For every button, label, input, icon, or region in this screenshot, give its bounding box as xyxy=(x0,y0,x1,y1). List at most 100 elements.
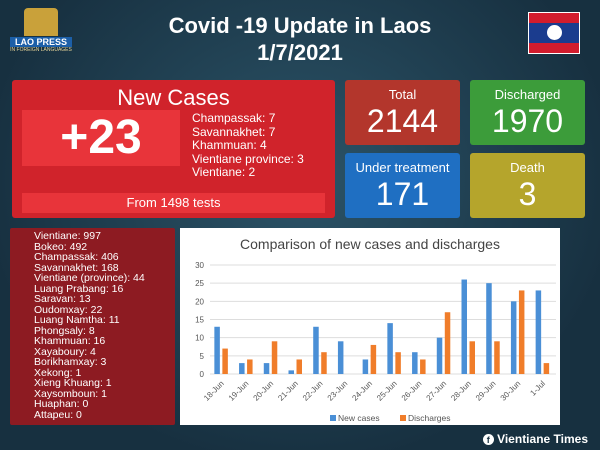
y-tick-label: 10 xyxy=(195,334,204,343)
province-item: Xayaboury: 4 xyxy=(34,345,96,358)
bar-new-cases xyxy=(486,283,492,374)
bar-new-cases xyxy=(535,290,542,374)
bar-new-cases xyxy=(412,352,418,374)
x-tick-label: 29-Jun xyxy=(474,379,498,403)
chart-panel: Comparison of new cases and discharges 0… xyxy=(180,228,560,425)
y-tick-label: 20 xyxy=(195,297,204,306)
breakdown-item: Vientiane province: 3 xyxy=(192,151,304,166)
bar-discharges xyxy=(395,352,401,374)
stat-label: Death xyxy=(510,160,545,175)
breakdown-item: Champassak: 7 xyxy=(192,111,276,125)
y-tick-label: 30 xyxy=(195,261,204,270)
bar-new-cases xyxy=(313,326,319,374)
page-title: Covid -19 Update in Laos 1/7/2021 xyxy=(100,12,500,66)
chart-title: Comparison of new cases and discharges xyxy=(240,236,500,252)
stat-label: Under treatment xyxy=(355,160,450,175)
province-item: Attapeu: 0 xyxy=(34,408,82,421)
legend-label: Discharges xyxy=(408,413,451,423)
bar-new-cases xyxy=(288,370,294,374)
new-cases-breakdown: Champassak: 7 Savannakhet: 7 Khammuan: 4… xyxy=(192,111,304,180)
breakdown-item: Savannakhet: 7 xyxy=(192,124,276,139)
bar-new-cases xyxy=(239,363,245,374)
x-tick-label: 30-Jun xyxy=(499,379,523,403)
stat-value: 3 xyxy=(518,176,537,212)
province-list: Vientiane: 997 Bokeo: 492 Champassak: 406 S… xyxy=(10,228,175,425)
province-item: Borikhamxay: 3 xyxy=(34,356,107,368)
legend-swatch xyxy=(400,415,406,421)
x-tick-label: 20-Jun xyxy=(252,379,276,403)
facebook-icon: f xyxy=(482,434,494,445)
bar-chart: 0 5 10 15 20 25 30 18-Jun 19-Jun 20-Jun 21-Jun 22-J… xyxy=(195,261,556,423)
bar-new-cases xyxy=(362,359,369,374)
new-cases-heading: New Cases xyxy=(117,85,230,110)
new-cases-value: +23 xyxy=(22,110,180,166)
stat-value: 171 xyxy=(375,176,430,212)
province-item: Oudomxay: 22 xyxy=(34,303,103,316)
x-tick-label: 22-Jun xyxy=(301,379,325,403)
province-item: Bokeo: 492 xyxy=(34,240,88,253)
x-tick-label: 18-Jun xyxy=(202,379,226,403)
province-item: Huaphan: 0 xyxy=(34,398,89,410)
laos-flag-icon xyxy=(528,12,580,54)
discharged-card: Discharged 1970 xyxy=(470,80,585,145)
bar-discharges xyxy=(247,359,253,374)
province-item: Luang Namtha: 11 xyxy=(34,314,120,326)
bar-discharges xyxy=(420,359,426,374)
x-tick-label: 23-Jun xyxy=(326,379,350,403)
province-item: Savannakhet: 168 xyxy=(34,261,119,274)
tests-count: From 1498 tests xyxy=(22,193,325,213)
bar-new-cases xyxy=(436,337,443,374)
x-tick-label: 24-Jun xyxy=(350,379,374,403)
province-item: Khammuan: 16 xyxy=(34,335,106,347)
bar-new-cases xyxy=(510,301,517,374)
title-text: Covid -19 Update in Laos xyxy=(168,13,432,38)
x-tick-label: 26-Jun xyxy=(400,379,424,403)
province-item: Saravan: 13 xyxy=(34,293,91,305)
province-item: Phongsaly: 8 xyxy=(34,324,95,337)
bar-discharges xyxy=(370,344,377,374)
province-item: Luang Prabang: 16 xyxy=(34,282,124,295)
book-icon xyxy=(24,8,58,36)
stat-value: 2144 xyxy=(366,103,439,139)
x-tick-label: 27-Jun xyxy=(425,379,449,403)
bar-new-cases xyxy=(337,341,344,374)
bar-discharges xyxy=(296,359,302,374)
breakdown-item: Vientiane: 2 xyxy=(192,165,256,179)
legend-swatch xyxy=(330,415,336,421)
bar-new-cases xyxy=(387,323,393,374)
death-card: Death 3 xyxy=(470,153,585,218)
x-tick-label: 25-Jun xyxy=(375,379,399,403)
province-item: Vientiane: 997 xyxy=(34,230,101,242)
total-card: Total 2144 xyxy=(345,80,460,145)
y-tick-label: 5 xyxy=(200,352,205,361)
province-item: Xaysomboun: 1 xyxy=(34,387,107,400)
bar-discharges xyxy=(271,341,278,374)
province-item: Xekong: 1 xyxy=(34,366,82,379)
bar-discharges xyxy=(494,341,500,374)
bar-discharges xyxy=(543,363,550,374)
breakdown-item: Khammuan: 4 xyxy=(192,138,267,152)
bar-discharges xyxy=(518,290,525,374)
province-item: Xieng Khuang: 1 xyxy=(34,377,112,389)
x-tick-label: 21-Jun xyxy=(276,379,300,403)
x-tick-label: 1-Jul xyxy=(528,379,547,398)
date-text: 1/7/2021 xyxy=(257,40,343,65)
bar-discharges xyxy=(321,352,327,374)
province-item: Vientiane (province): 44 xyxy=(34,272,145,284)
x-tick-label: 19-Jun xyxy=(227,379,251,403)
lao-press-logo: LAO PRESS IN FOREIGN LANGUAGES xyxy=(10,8,72,64)
footer-source: f Vientiane Times xyxy=(482,432,588,446)
bar-new-cases xyxy=(263,363,270,374)
x-tick-label: 28-Jun xyxy=(449,379,473,403)
logo-text: LAO PRESS xyxy=(10,37,72,47)
province-item: Champassak: 406 xyxy=(34,251,119,263)
logo-subtext: IN FOREIGN LANGUAGES xyxy=(10,47,72,53)
bar-new-cases xyxy=(461,279,467,374)
y-tick-label: 25 xyxy=(195,279,204,288)
under-treatment-card: Under treatment 171 xyxy=(345,153,460,218)
stat-label: Discharged xyxy=(494,87,561,102)
source-text: Vientiane Times xyxy=(497,432,588,446)
stat-label: Total xyxy=(388,87,417,102)
new-cases-panel: New Cases +23 Champassak: 7 Savannakhet:… xyxy=(12,80,335,218)
bar-discharges xyxy=(469,341,475,374)
